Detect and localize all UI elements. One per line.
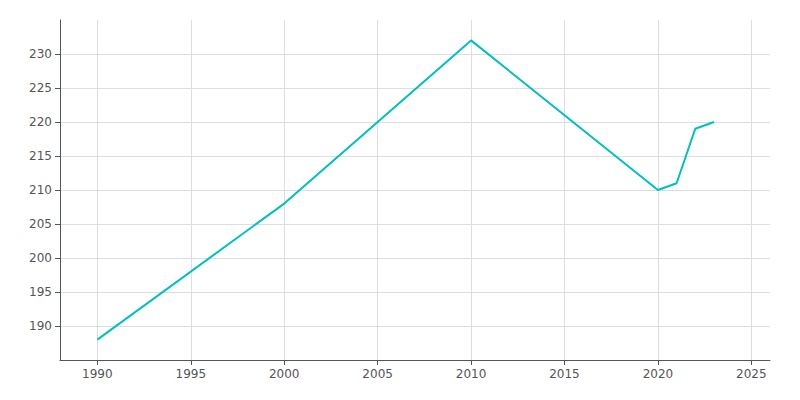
svg-text:220: 220 [29,115,52,129]
svg-text:2000: 2000 [269,367,300,381]
svg-text:2010: 2010 [456,367,487,381]
svg-text:1990: 1990 [82,367,113,381]
svg-text:2020: 2020 [643,367,674,381]
svg-text:230: 230 [29,47,52,61]
svg-text:195: 195 [29,285,52,299]
svg-text:2005: 2005 [362,367,393,381]
svg-text:190: 190 [29,319,52,333]
svg-text:225: 225 [29,81,52,95]
svg-text:2015: 2015 [549,367,580,381]
svg-text:210: 210 [29,183,52,197]
svg-text:2025: 2025 [736,367,767,381]
svg-text:215: 215 [29,149,52,163]
svg-text:205: 205 [29,217,52,231]
svg-text:200: 200 [29,251,52,265]
svg-text:1995: 1995 [176,367,207,381]
